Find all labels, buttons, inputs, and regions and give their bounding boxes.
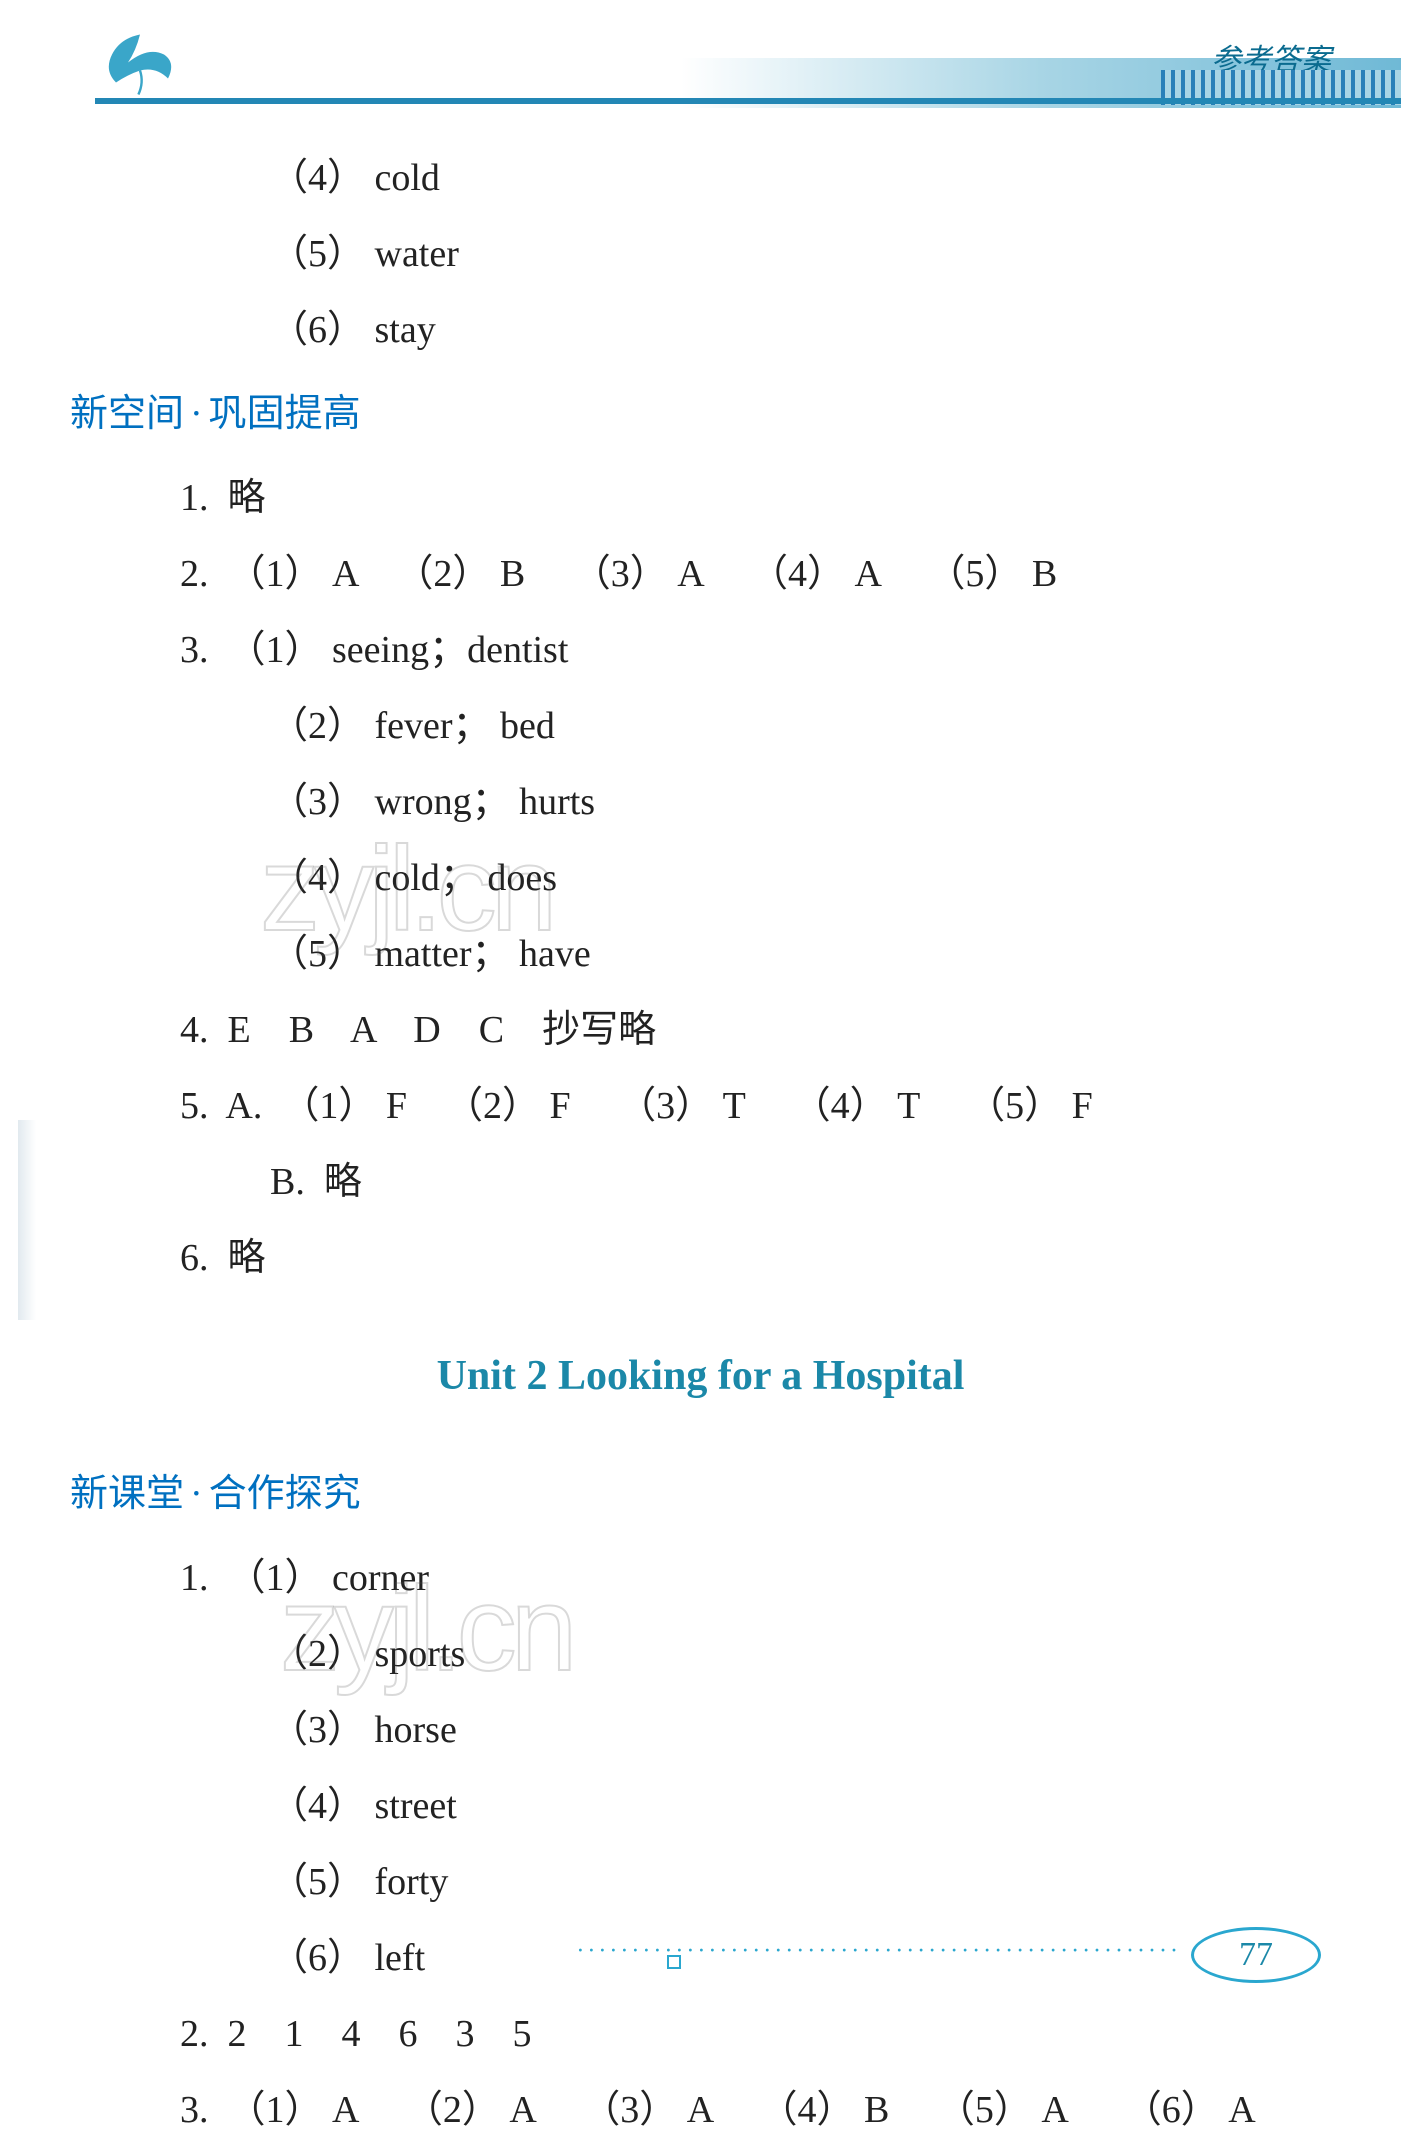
section-title-part-a: 新空间 <box>70 393 184 435</box>
section-title-part-a: 新课堂 <box>70 1473 184 1515</box>
answer-line: 5. A. （1） F （2） F （3） T （4） T （5） F <box>70 1068 1331 1144</box>
answer-line: 2. （1） A （2） B （3） A （4） A （5） B <box>70 536 1331 612</box>
section-title-part-b: 巩固提高 <box>209 393 361 435</box>
answer-line: （5） water <box>70 216 1331 292</box>
footer-dots: ········································… <box>576 1938 1181 1965</box>
answer-line: （3） horse <box>70 1692 1331 1768</box>
page-number: 77 <box>1239 1936 1273 1974</box>
answer-line: （2） fever； bed <box>70 688 1331 764</box>
page-edge-shadow <box>18 1120 36 1320</box>
section-heading: 新空间·巩固提高 <box>70 376 1331 452</box>
dot-separator-icon: · <box>190 393 203 435</box>
page-header: 参考答案 <box>0 0 1401 140</box>
page-content: （4） cold （5） water （6） stay 新空间·巩固提高 1. … <box>0 140 1401 2148</box>
answer-line: （4） cold； does <box>70 840 1331 916</box>
header-divider <box>95 98 1401 104</box>
answer-line: B. 略 <box>70 1144 1331 1220</box>
answer-line: （6） stay <box>70 292 1331 368</box>
answer-line: （3） wrong； hurts <box>70 764 1331 840</box>
answer-line: 6. 略 <box>70 1220 1331 1296</box>
answer-line: （5） matter； have <box>70 916 1331 992</box>
page-number-badge: 77 <box>1191 1927 1321 1983</box>
answer-line: （2） sports <box>70 1616 1331 1692</box>
dot-separator-icon: · <box>190 1473 203 1515</box>
logo-icon <box>100 25 180 100</box>
page-footer: ········································… <box>0 1923 1401 1983</box>
answer-line: （5） forty <box>70 1844 1331 1920</box>
section-heading: 新课堂·合作探究 <box>70 1456 1331 1532</box>
unit-title: Unit 2 Looking for a Hospital <box>70 1334 1331 1418</box>
answer-line: 3. （1） A （2） A （3） A （4） B （5） A （6） A <box>70 2072 1331 2148</box>
answer-line: 4. E B A D C 抄写略 <box>70 992 1331 1068</box>
answer-line: 1. 略 <box>70 460 1331 536</box>
answer-line: （4） cold <box>70 140 1331 216</box>
section-title-part-b: 合作探究 <box>209 1473 361 1515</box>
answer-line: 3. （1） seeing；dentist <box>70 612 1331 688</box>
answer-line: 1. （1） corner <box>70 1540 1331 1616</box>
answer-line: （4） street <box>70 1768 1331 1844</box>
answer-line: 2. 2 1 4 6 3 5 <box>70 1996 1331 2072</box>
